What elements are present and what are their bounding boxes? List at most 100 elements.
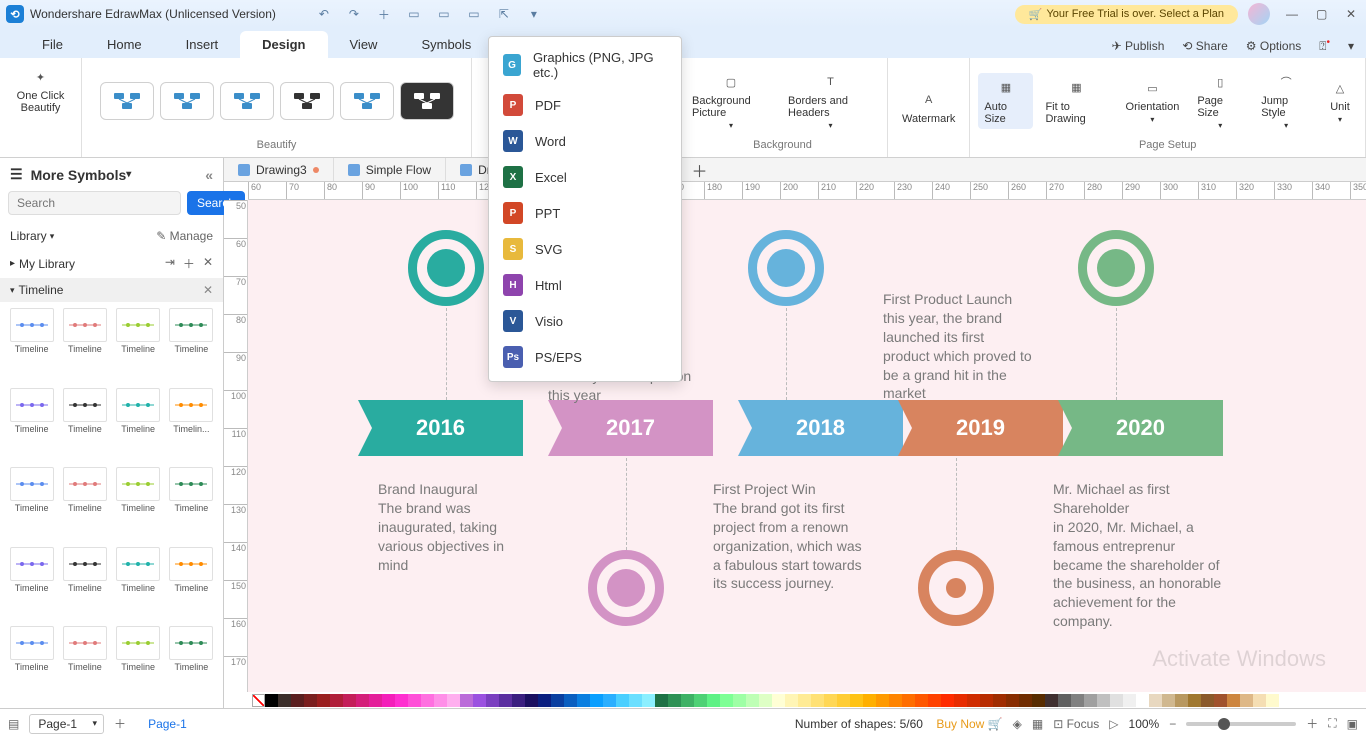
beautify-style-2[interactable] [220, 82, 274, 120]
color-swatch-19[interactable] [512, 694, 525, 707]
page-size[interactable]: ▯Page Size▾ [1191, 67, 1249, 134]
color-swatch-58[interactable] [1019, 694, 1032, 707]
color-swatch-59[interactable] [1032, 694, 1045, 707]
symbol-timeline-3[interactable]: Timeline [166, 308, 217, 384]
symbol-timeline-10[interactable]: Timeline [113, 467, 164, 543]
menu-insert[interactable]: Insert [164, 31, 241, 58]
symbol-timeline-5[interactable]: Timeline [59, 388, 110, 464]
color-swatch-21[interactable] [538, 694, 551, 707]
jump-style[interactable]: ⌒Jump Style▾ [1255, 67, 1317, 134]
symbol-timeline-2[interactable]: Timeline [113, 308, 164, 384]
color-swatch-3[interactable] [304, 694, 317, 707]
page-tab[interactable]: Page-1 [148, 717, 187, 731]
background-picture[interactable]: ▢Background Picture▾ [686, 67, 776, 134]
watermark[interactable]: AWatermark [896, 85, 961, 129]
color-swatch-61[interactable] [1058, 694, 1071, 707]
options-button[interactable]: ⚙ Options [1246, 39, 1301, 53]
symbol-timeline-15[interactable]: Timeline [166, 547, 217, 623]
beautify-style-4[interactable] [340, 82, 394, 120]
color-swatch-65[interactable] [1110, 694, 1123, 707]
color-swatch-77[interactable] [1266, 694, 1279, 707]
color-swatch-25[interactable] [590, 694, 603, 707]
symbol-timeline-18[interactable]: Timeline [113, 626, 164, 702]
page-selector[interactable]: Page-1▾ [29, 714, 104, 734]
arrow-2017[interactable]: 2017 [548, 400, 713, 456]
color-swatch-76[interactable] [1253, 694, 1266, 707]
beautify-style-5[interactable] [400, 82, 454, 120]
symbol-timeline-19[interactable]: Timeline [166, 626, 217, 702]
color-swatch-43[interactable] [824, 694, 837, 707]
symbol-timeline-0[interactable]: Timeline [6, 308, 57, 384]
color-swatch-52[interactable] [941, 694, 954, 707]
text-2019[interactable]: First Product Launch this year, the bran… [883, 290, 1033, 403]
symbol-timeline-6[interactable]: Timeline [113, 388, 164, 464]
menu-file[interactable]: File [20, 31, 85, 58]
symbol-timeline-17[interactable]: Timeline [59, 626, 110, 702]
text-2020[interactable]: Mr. Michael as first Shareholder in 2020… [1053, 480, 1223, 631]
print-icon[interactable]: ▭ [466, 6, 482, 22]
maximize-icon[interactable]: ▢ [1316, 7, 1330, 21]
color-swatch-35[interactable] [720, 694, 733, 707]
undo-icon[interactable]: ↶ [316, 6, 332, 22]
focus-icon[interactable]: ⊡ Focus [1053, 717, 1099, 731]
color-swatch-17[interactable] [486, 694, 499, 707]
color-swatch-6[interactable] [343, 694, 356, 707]
close-library-icon[interactable]: ✕ [203, 255, 213, 272]
export-ppt[interactable]: PPPT [489, 195, 681, 231]
doctab-drawing3[interactable]: Drawing3 [224, 158, 334, 181]
color-swatch-55[interactable] [980, 694, 993, 707]
save-icon[interactable]: ▭ [436, 6, 452, 22]
publish-button[interactable]: ✈ Publish [1112, 39, 1165, 53]
color-swatch-70[interactable] [1175, 694, 1188, 707]
export-ps-eps[interactable]: PsPS/EPS [489, 339, 681, 375]
color-swatch-73[interactable] [1214, 694, 1227, 707]
color-swatch-39[interactable] [772, 694, 785, 707]
color-swatch-13[interactable] [434, 694, 447, 707]
color-swatch-16[interactable] [473, 694, 486, 707]
color-swatch-14[interactable] [447, 694, 460, 707]
color-swatch-24[interactable] [577, 694, 590, 707]
color-swatch-75[interactable] [1240, 694, 1253, 707]
color-swatch-34[interactable] [707, 694, 720, 707]
unit[interactable]: △Unit▾ [1323, 73, 1357, 128]
color-swatch-5[interactable] [330, 694, 343, 707]
color-swatch-10[interactable] [395, 694, 408, 707]
color-swatch-45[interactable] [850, 694, 863, 707]
color-swatch-18[interactable] [499, 694, 512, 707]
arrow-2019[interactable]: 2019 [898, 400, 1063, 456]
arrow-2018[interactable]: 2018 [738, 400, 903, 456]
symbol-timeline-13[interactable]: Timeline [59, 547, 110, 623]
minimize-icon[interactable]: — [1286, 7, 1300, 21]
buy-now[interactable]: Buy Now 🛒 [933, 717, 1003, 731]
beautify-style-0[interactable] [100, 82, 154, 120]
color-swatch-64[interactable] [1097, 694, 1110, 707]
menu-home[interactable]: Home [85, 31, 164, 58]
color-swatch-49[interactable] [902, 694, 915, 707]
trial-banner[interactable]: 🛒 Your Free Trial is over. Select a Plan [1015, 5, 1238, 24]
color-swatch-66[interactable] [1123, 694, 1136, 707]
symbol-timeline-11[interactable]: Timeline [166, 467, 217, 543]
color-swatch-74[interactable] [1227, 694, 1240, 707]
color-swatch-41[interactable] [798, 694, 811, 707]
color-swatch-46[interactable] [863, 694, 876, 707]
library-label[interactable]: Library [10, 229, 47, 243]
doctab-simple flow[interactable]: Simple Flow [334, 158, 446, 181]
add-page-icon[interactable]: ＋ [114, 715, 126, 732]
export-html[interactable]: HHtml [489, 267, 681, 303]
color-swatch-72[interactable] [1201, 694, 1214, 707]
color-swatch-50[interactable] [915, 694, 928, 707]
add-library-icon[interactable]: ＋ [183, 255, 195, 272]
share-button[interactable]: ⟲ Share [1182, 39, 1227, 53]
color-swatch-60[interactable] [1045, 694, 1058, 707]
color-swatch-23[interactable] [564, 694, 577, 707]
avatar[interactable] [1248, 3, 1270, 25]
color-swatch-51[interactable] [928, 694, 941, 707]
export-word[interactable]: WWord [489, 123, 681, 159]
color-swatch-40[interactable] [785, 694, 798, 707]
export-svg[interactable]: SSVG [489, 231, 681, 267]
color-swatch-4[interactable] [317, 694, 330, 707]
timeline-section[interactable]: Timeline [19, 283, 64, 297]
color-swatch-27[interactable] [616, 694, 629, 707]
color-swatch-37[interactable] [746, 694, 759, 707]
play-icon[interactable]: ▷ [1109, 717, 1118, 731]
